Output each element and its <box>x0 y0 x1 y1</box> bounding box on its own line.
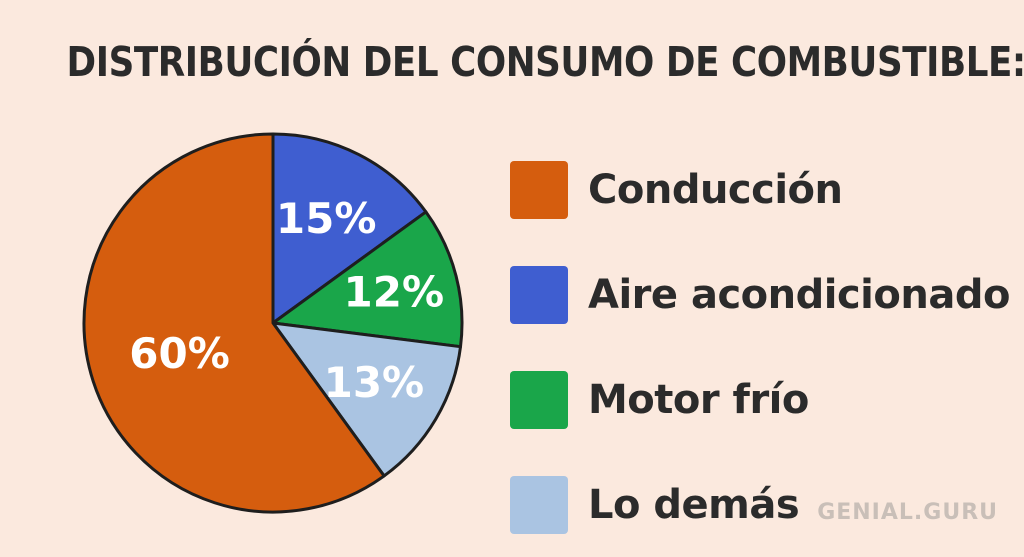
legend-item-conduccion: Conducción <box>510 137 1010 242</box>
legend-label-lo-demas: Lo demás <box>588 481 800 528</box>
pie-slice-aire-acondicionado <box>271 132 428 325</box>
legend-item-lo-demas: Lo demás <box>510 452 1010 557</box>
slice-label-lo-demas: 13% <box>324 358 425 407</box>
legend: Conducción Aire acondicionado Motor frío… <box>510 137 1010 557</box>
legend-label-aire-acondicionado: Aire acondicionado <box>588 271 1010 318</box>
pie-slice-motor-frio <box>271 210 464 349</box>
slice-label-aire-acondicionado: 15% <box>276 194 377 243</box>
legend-item-motor-frio: Motor frío <box>510 347 1010 452</box>
pie-slice-conduccion <box>82 132 386 514</box>
chart-title: DISTRIBUCIÓN DEL CONSUMO DE COMBUSTIBLE: <box>66 38 1024 86</box>
pie-slice-lo-demas <box>271 321 463 478</box>
brand-watermark: GENIAL.GURU <box>817 500 998 525</box>
legend-swatch-lo-demas <box>510 475 568 534</box>
legend-label-conduccion: Conducción <box>588 166 843 213</box>
legend-label-motor-frio: Motor frío <box>588 376 809 423</box>
pie-chart: 15% 12% 13% 60% <box>82 132 464 514</box>
legend-swatch-conduccion <box>510 160 568 219</box>
legend-swatch-motor-frio <box>510 370 568 429</box>
legend-swatch-aire-acondicionado <box>510 265 568 324</box>
legend-item-aire-acondicionado: Aire acondicionado <box>510 242 1010 347</box>
slice-label-conduccion: 60% <box>129 329 230 378</box>
slice-label-motor-frio: 12% <box>344 267 445 316</box>
